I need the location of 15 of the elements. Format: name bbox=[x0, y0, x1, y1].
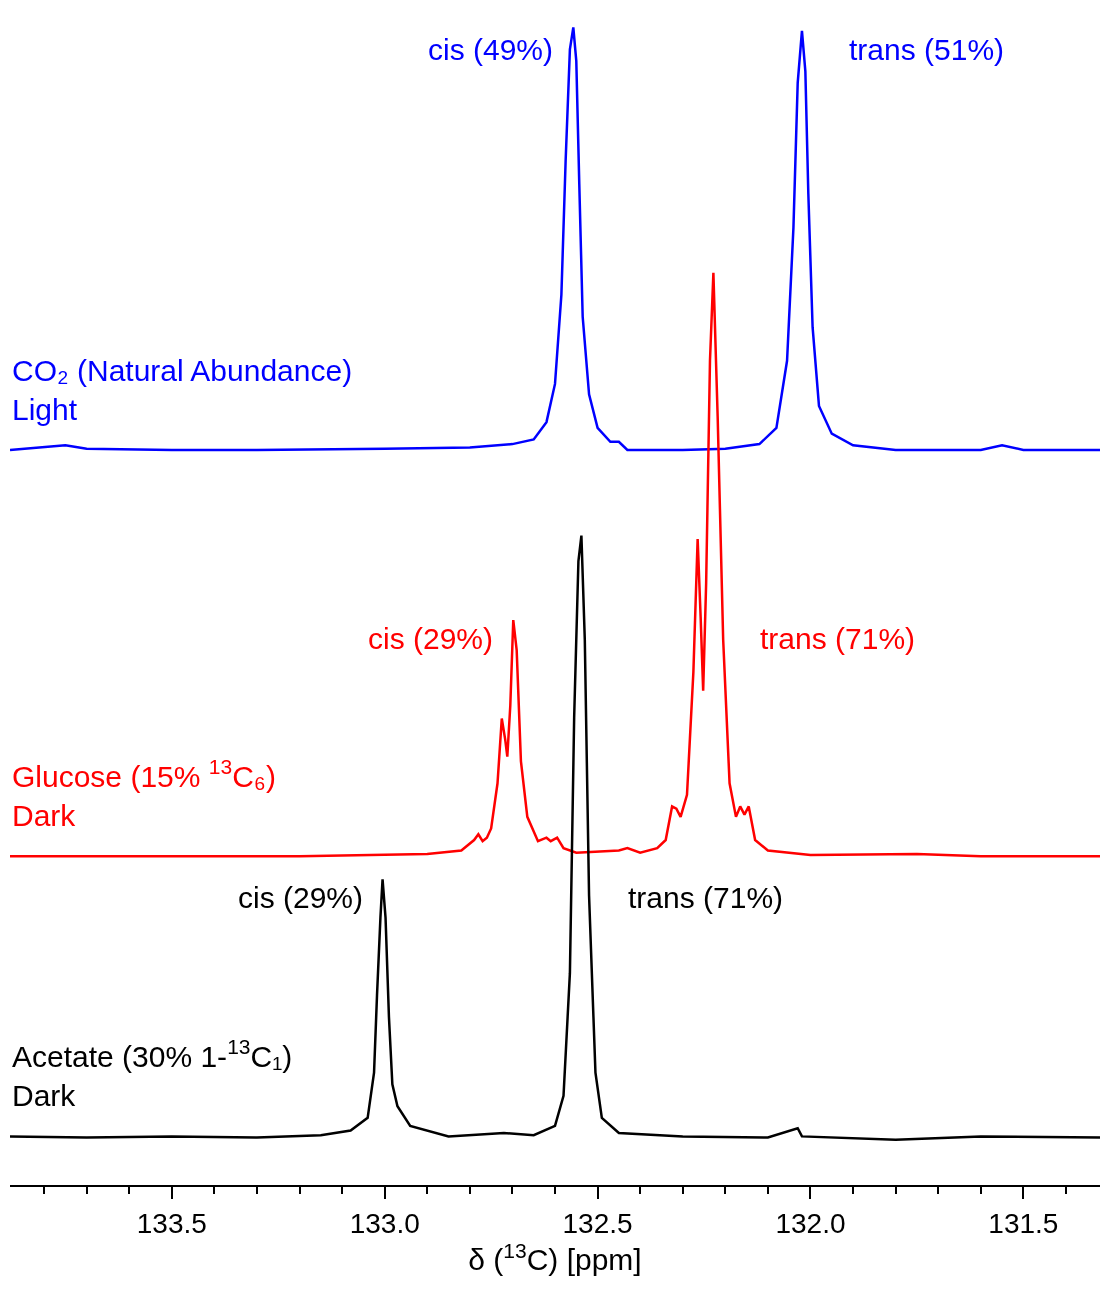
series-label: CO₂ (Natural Abundance) Light bbox=[12, 354, 353, 426]
x-axis-title: δ ($^{13}$C) [ppm] bbox=[468, 1238, 642, 1277]
x-tick-label: 131.5 bbox=[988, 1207, 1059, 1239]
text: Acetate (30% 1-$^{13}$C₁) Dark bbox=[12, 1035, 293, 1112]
x-tick-label: 133.5 bbox=[136, 1207, 207, 1239]
x-tick-label: 132.5 bbox=[562, 1207, 633, 1239]
annotation: cis (29%) bbox=[238, 881, 364, 914]
annotation: trans (51%) bbox=[849, 33, 1005, 66]
x-tick-label: 132.0 bbox=[775, 1207, 846, 1239]
annotation: trans (71%) bbox=[628, 881, 784, 914]
x-tick-label: 133.0 bbox=[349, 1207, 420, 1239]
text: Glucose (15% $^{13}$C₆) Dark bbox=[12, 755, 276, 832]
annotation: cis (29%) bbox=[368, 622, 494, 655]
annotation: cis (49%) bbox=[428, 33, 554, 66]
annotation: trans (71%) bbox=[760, 622, 916, 655]
